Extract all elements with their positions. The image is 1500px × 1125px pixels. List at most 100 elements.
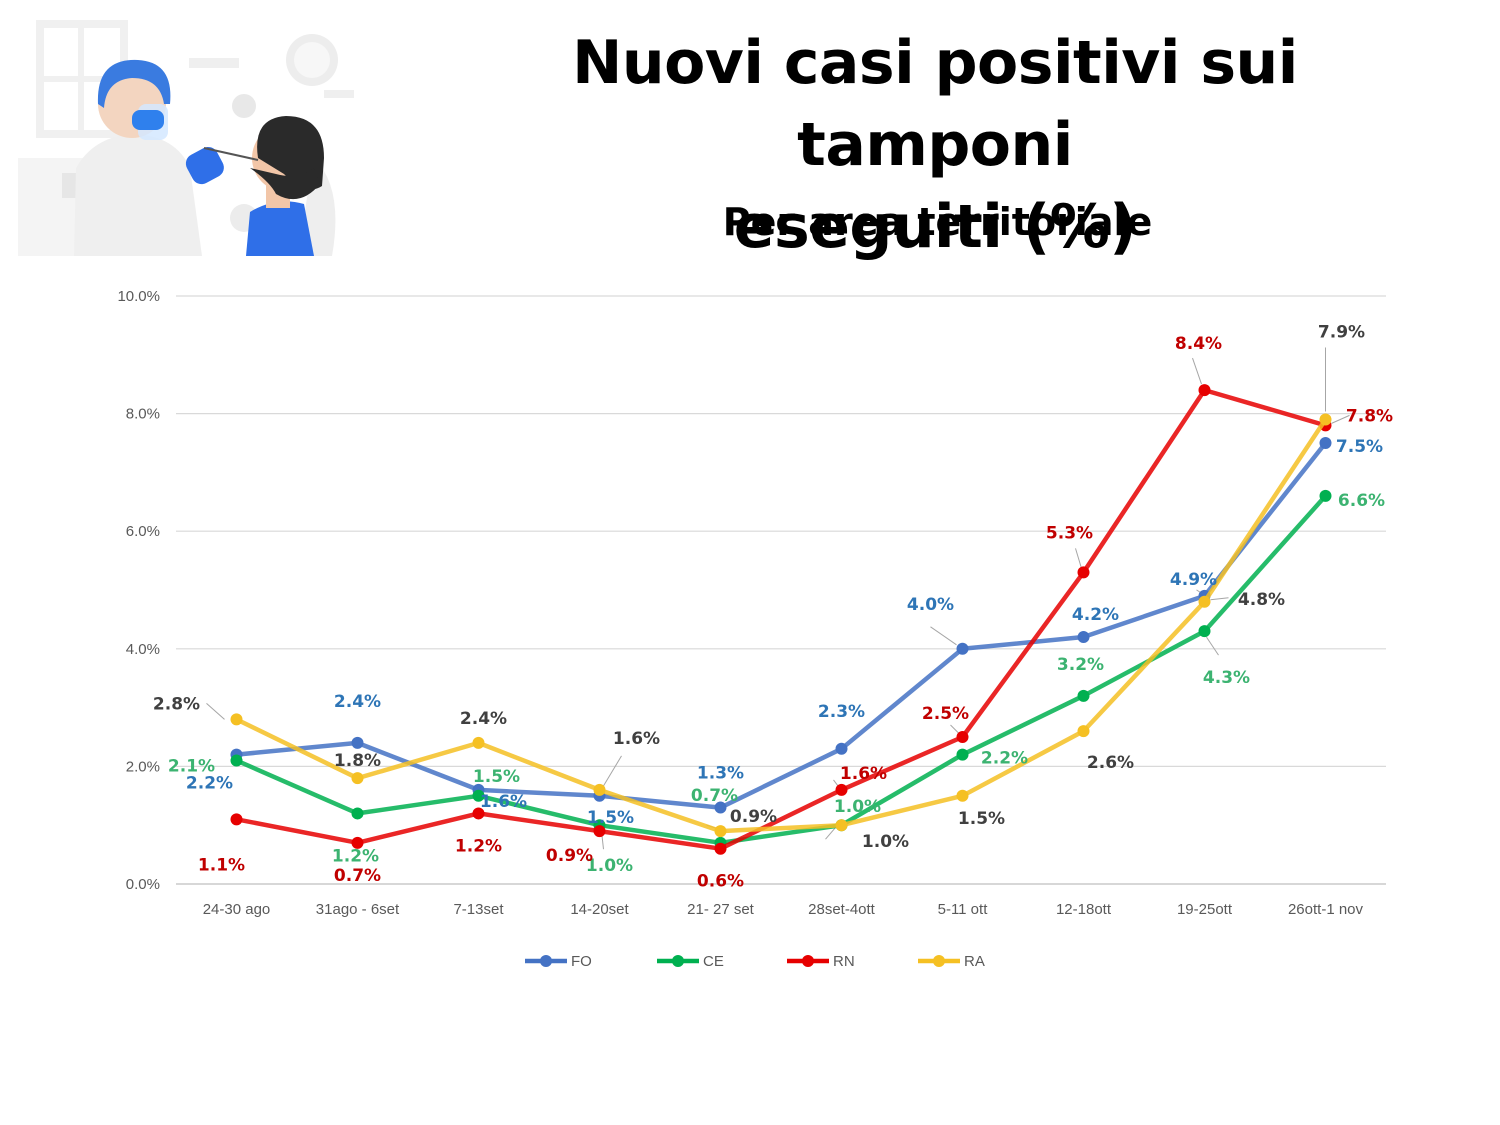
x-tick-label: 14-20set <box>570 901 629 918</box>
data-label-ra: 1.0% <box>862 832 909 852</box>
data-label-ce: 6.6% <box>1338 491 1385 511</box>
data-label-ce: 3.2% <box>1057 655 1104 675</box>
data-point-rn <box>351 836 364 849</box>
data-label-fo: 4.9% <box>1170 570 1217 590</box>
data-label-rn: 0.6% <box>697 872 744 892</box>
data-label-fo: 1.3% <box>697 764 744 784</box>
legend-marker <box>540 955 552 967</box>
x-tick-label: 19-25ott <box>1177 901 1233 918</box>
x-tick-label: 28set-4ott <box>808 901 876 918</box>
data-label-ra: 4.8% <box>1238 590 1285 610</box>
data-label-fo: 4.0% <box>907 595 954 615</box>
data-point-ra <box>472 736 485 749</box>
legend-item-rn: RN <box>787 953 855 970</box>
data-label-fo: 7.5% <box>1336 437 1383 457</box>
label-leader <box>1206 636 1219 656</box>
data-point-rn <box>835 783 848 796</box>
data-point-ce <box>1077 689 1090 702</box>
series-line-ra <box>234 417 1328 834</box>
legend-label: CE <box>703 953 724 970</box>
y-axis-ticks: 0.0% 2.0% 4.0% 6.0% 8.0% 10.0% <box>117 288 160 893</box>
data-point-rn <box>593 825 606 838</box>
data-point-ra <box>835 819 848 832</box>
data-label-fo: 1.5% <box>587 808 634 828</box>
label-leader <box>1192 357 1202 385</box>
data-label-fo: 4.2% <box>1072 605 1119 625</box>
data-point-rn <box>472 807 485 820</box>
legend-item-ce: CE <box>657 953 724 970</box>
data-point-ce <box>1198 625 1211 638</box>
data-label-ra: 1.8% <box>334 751 381 771</box>
data-point-rn <box>1198 384 1211 397</box>
label-leader <box>1075 548 1082 569</box>
x-tick-label: 7-13set <box>453 901 504 918</box>
data-label-fo: 1.6% <box>480 792 527 812</box>
chart-title: Nuovi casi positivi sui tamponi eseguiti … <box>440 22 1430 268</box>
data-point-rn <box>230 813 243 826</box>
x-tick-label: 12-18ott <box>1056 901 1112 918</box>
data-point-fo <box>835 742 848 755</box>
data-point-ra <box>1319 413 1332 426</box>
y-tick-label: 8.0% <box>126 406 160 423</box>
legend-item-fo: FO <box>525 953 592 970</box>
data-point-ce <box>956 748 969 761</box>
x-axis-ticks: 24-30 ago 31ago - 6set 7-13set 14-20set 21- … <box>203 901 1364 918</box>
data-point-ra <box>956 789 969 802</box>
series-line-rn <box>234 387 1328 851</box>
legend: FO CE RN RA <box>525 953 985 970</box>
data-label-ce: 1.2% <box>332 846 379 866</box>
doctor-swab-illustration <box>18 20 354 256</box>
data-label-ce: 1.0% <box>834 797 881 817</box>
data-label-fo: 2.4% <box>334 692 381 712</box>
label-leader <box>1331 414 1350 424</box>
data-point-ra <box>714 825 727 838</box>
data-point-ra <box>351 772 364 785</box>
y-tick-label: 6.0% <box>126 523 160 540</box>
data-point-fo <box>351 736 364 749</box>
data-point-rn <box>714 842 727 855</box>
data-label-ra: 2.4% <box>460 709 507 729</box>
x-tick-label: 24-30 ago <box>203 901 271 918</box>
legend-item-ra: RA <box>918 953 985 970</box>
data-label-ra: 2.6% <box>1087 753 1134 773</box>
data-point-fo <box>1319 437 1332 449</box>
data-label-rn: 1.6% <box>840 764 887 784</box>
data-point-ce <box>472 789 485 802</box>
data-point-rn <box>956 731 969 743</box>
data-label-ra: 1.5% <box>958 809 1005 829</box>
legend-label: RA <box>964 953 985 970</box>
series-line-fo <box>234 440 1328 810</box>
y-tick-label: 2.0% <box>126 758 160 775</box>
data-label-rn: 1.1% <box>198 855 245 875</box>
legend-label: RN <box>833 953 855 970</box>
data-point-rn <box>1077 566 1090 579</box>
data-label-ce: 1.5% <box>473 767 520 787</box>
label-leader <box>603 755 622 787</box>
series-line-ce <box>234 493 1328 846</box>
data-point-ra <box>593 783 606 796</box>
label-leader <box>930 626 957 646</box>
data-label-ce: 1.0% <box>586 856 633 876</box>
legend-marker <box>933 955 945 967</box>
data-label-ra: 1.6% <box>613 729 660 749</box>
series-lines <box>230 384 1332 855</box>
legend-marker <box>672 955 684 967</box>
x-tick-label: 21- 27 set <box>687 901 755 918</box>
data-label-ra: 2.8% <box>153 694 200 714</box>
data-labels: 2.2% 2.4% 1.6% 1.5% 1.3% 2.3% 4.0% 4.2% 4.9% 7.5%… <box>153 322 1393 891</box>
data-point-ra <box>1198 595 1211 608</box>
data-point-fo <box>714 801 727 814</box>
data-label-rn: 2.5% <box>922 704 969 724</box>
label-leader <box>1210 597 1229 601</box>
data-label-rn: 5.3% <box>1046 523 1093 543</box>
y-tick-label: 0.0% <box>126 876 160 893</box>
data-label-rn: 0.7% <box>334 866 381 886</box>
x-tick-label: 5-11 ott <box>938 901 989 918</box>
data-point-ce <box>351 807 364 820</box>
data-label-ra: 7.9% <box>1318 322 1365 342</box>
x-tick-label: 26ott-1 nov <box>1288 901 1364 918</box>
chart-title-line-2: eseguiti (%) <box>733 192 1137 262</box>
data-label-rn: 7.8% <box>1346 406 1393 426</box>
legend-marker <box>802 955 814 967</box>
